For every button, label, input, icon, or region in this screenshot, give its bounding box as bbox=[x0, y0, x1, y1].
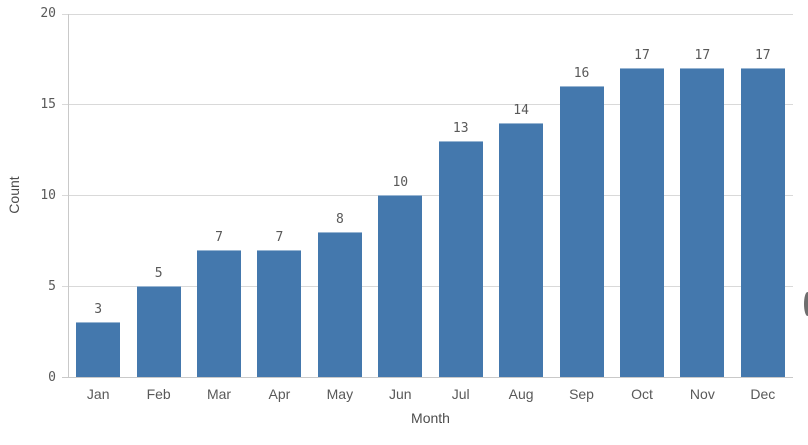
y-axis-line bbox=[68, 13, 69, 377]
bar-value-label-oct: 17 bbox=[634, 48, 650, 64]
y-tick-label-20: 20 bbox=[40, 6, 56, 21]
y-tick-label-0: 0 bbox=[48, 369, 56, 385]
partial-scroll-button[interactable] bbox=[804, 292, 808, 316]
x-tick-label-feb: Feb bbox=[146, 386, 171, 402]
x-tick-label-mar: Mar bbox=[206, 386, 232, 402]
y-tick-label-5: 5 bbox=[48, 278, 56, 294]
bar-sep[interactable] bbox=[559, 86, 604, 377]
gridline-10 bbox=[62, 195, 793, 197]
x-tick-label-jun: Jun bbox=[388, 386, 412, 402]
gridline-5 bbox=[62, 286, 793, 288]
bar-value-label-apr: 7 bbox=[275, 229, 284, 245]
gridline-20 bbox=[62, 13, 793, 15]
bar-value-label-sep: 16 bbox=[573, 66, 590, 82]
bar-oct[interactable] bbox=[619, 68, 664, 377]
x-tick-label-oct: Oct bbox=[631, 386, 653, 402]
bar-value-label-feb: 5 bbox=[154, 266, 163, 282]
bar-may[interactable] bbox=[317, 231, 362, 377]
bar-value-label-jun: 10 bbox=[392, 175, 409, 191]
bar-feb[interactable] bbox=[136, 286, 181, 377]
x-tick-label-jan: Jan bbox=[86, 386, 110, 402]
bar-value-label-dec: 17 bbox=[754, 48, 771, 64]
bar-value-label-aug: 14 bbox=[513, 102, 529, 118]
bar-value-label-jul: 13 bbox=[452, 120, 469, 136]
x-axis-title: Month bbox=[411, 410, 450, 426]
bar-value-label-may: 8 bbox=[335, 211, 344, 227]
bar-jan[interactable] bbox=[76, 322, 121, 377]
x-tick-label-aug: Aug bbox=[508, 386, 534, 402]
bar-value-label-nov: 17 bbox=[694, 48, 711, 64]
bar-jul[interactable] bbox=[438, 140, 483, 377]
x-tick-label-apr: Apr bbox=[268, 386, 291, 402]
bar-value-label-jan: 3 bbox=[94, 302, 103, 318]
bar-value-label-mar: 7 bbox=[215, 229, 223, 245]
gridline-15 bbox=[62, 104, 793, 106]
x-tick-label-dec: Dec bbox=[750, 386, 776, 402]
bar-mar[interactable] bbox=[197, 249, 242, 377]
y-tick-label-15: 15 bbox=[40, 96, 56, 112]
x-tick-label-sep: Sep bbox=[569, 386, 594, 402]
bar-jun[interactable] bbox=[378, 195, 423, 377]
bar-apr[interactable] bbox=[257, 249, 302, 377]
x-tick-label-jul: Jul bbox=[451, 386, 470, 402]
x-tick-label-may: May bbox=[326, 386, 354, 402]
gridline-0 bbox=[62, 377, 793, 378]
y-tick-label-10: 10 bbox=[40, 187, 56, 203]
x-tick-label-nov: Nov bbox=[689, 386, 715, 402]
bar-dec[interactable] bbox=[740, 68, 785, 377]
bar-nov[interactable] bbox=[680, 68, 725, 377]
bar-aug[interactable] bbox=[499, 122, 544, 377]
